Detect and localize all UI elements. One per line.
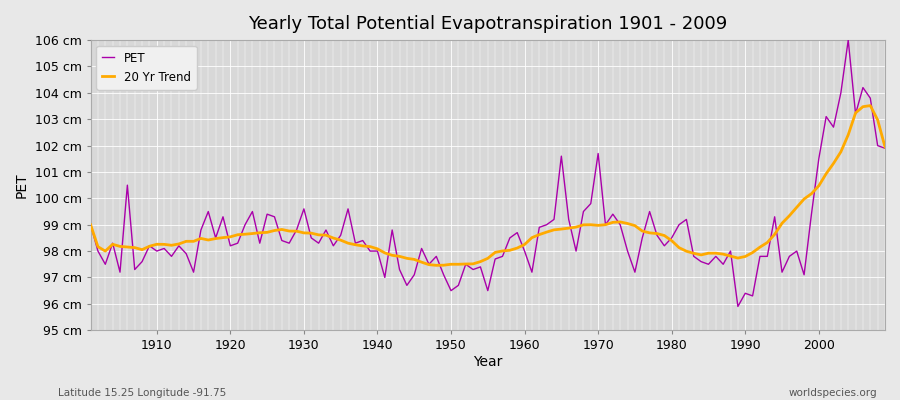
20 Yr Trend [615,220,626,224]
20 Yr Trend [86,222,96,227]
PET [608,212,618,216]
X-axis label: Year: Year [473,355,502,369]
20 Yr Trend [431,263,442,268]
20 Yr Trend [144,244,155,249]
20 Yr Trend [865,103,876,108]
PET [733,304,743,309]
Y-axis label: PET: PET [15,172,29,198]
PET [512,230,523,235]
PET [86,222,96,227]
20 Yr Trend [879,144,890,149]
20 Yr Trend [519,242,530,247]
Text: Latitude 15.25 Longitude -91.75: Latitude 15.25 Longitude -91.75 [58,388,227,398]
Line: PET: PET [91,40,885,306]
PET [306,236,317,240]
PET [144,244,155,248]
PET [350,241,361,246]
Text: worldspecies.org: worldspecies.org [789,388,877,398]
20 Yr Trend [526,235,537,240]
20 Yr Trend [350,242,361,247]
20 Yr Trend [306,231,317,236]
Line: 20 Yr Trend: 20 Yr Trend [91,106,885,265]
PET [519,249,530,254]
Title: Yearly Total Potential Evapotranspiration 1901 - 2009: Yearly Total Potential Evapotranspiratio… [248,15,727,33]
PET [842,38,853,42]
Legend: PET, 20 Yr Trend: PET, 20 Yr Trend [96,46,196,90]
PET [879,146,890,151]
